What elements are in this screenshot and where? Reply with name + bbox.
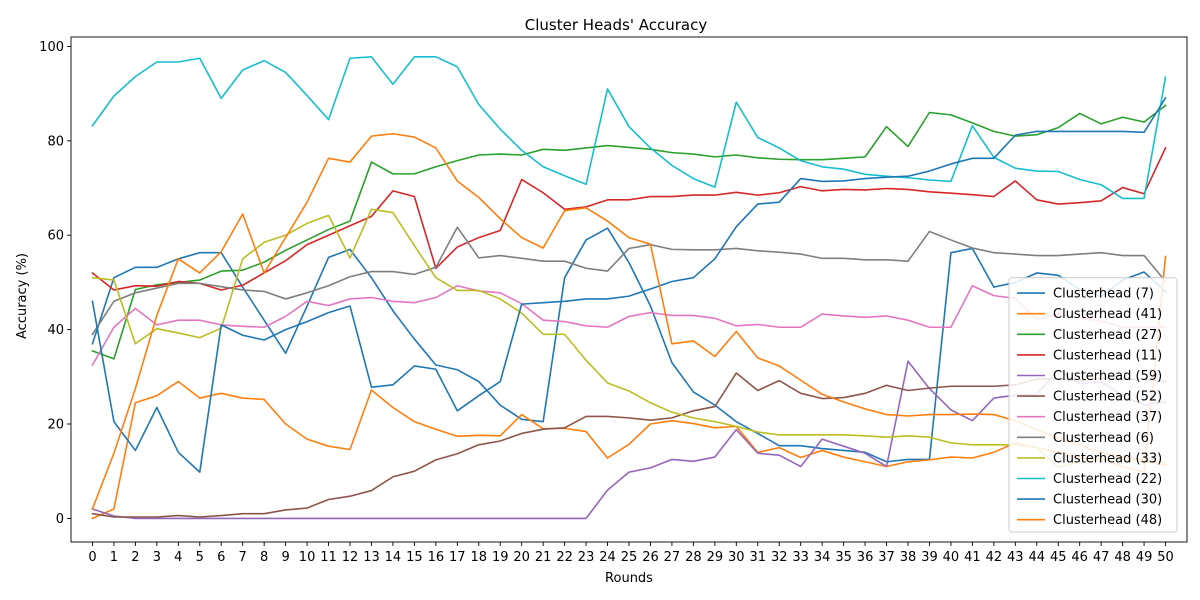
x-tick-label-50: 50 xyxy=(1157,550,1174,565)
x-axis-title: Rounds xyxy=(605,571,653,586)
x-tick-label-37: 37 xyxy=(878,550,895,565)
x-tick-label-47: 47 xyxy=(1093,550,1110,565)
x-tick-label-35: 35 xyxy=(835,550,852,565)
x-tick-label-32: 32 xyxy=(771,550,788,565)
x-tick-label-16: 16 xyxy=(428,550,445,565)
legend-box xyxy=(1008,277,1178,533)
x-tick-label-41: 41 xyxy=(964,550,981,565)
series-line-6 xyxy=(91,284,1167,367)
x-tick-label-30: 30 xyxy=(728,550,745,565)
series-line-5 xyxy=(91,372,1167,518)
x-tick-label-22: 22 xyxy=(556,550,573,565)
x-tick-label-21: 21 xyxy=(535,550,552,565)
y-axis-title: Accuracy (%) xyxy=(15,253,30,339)
x-tick-label-7: 7 xyxy=(239,550,247,565)
x-tick-label-39: 39 xyxy=(921,550,938,565)
x-tick-label-20: 20 xyxy=(513,550,530,565)
x-tick-label-31: 31 xyxy=(749,550,766,565)
x-tick-label-27: 27 xyxy=(664,550,681,565)
x-tick-label-25: 25 xyxy=(621,550,638,565)
legend-label-8: Clusterhead (33) xyxy=(1053,451,1162,466)
legend-label-7: Clusterhead (6) xyxy=(1053,431,1154,446)
legend-label-11: Clusterhead (48) xyxy=(1053,513,1162,528)
x-tick-label-13: 13 xyxy=(363,550,380,565)
legend-label-10: Clusterhead (30) xyxy=(1053,493,1162,508)
x-tick-label-17: 17 xyxy=(449,550,466,565)
x-tick-label-33: 33 xyxy=(792,550,809,565)
x-tick-label-12: 12 xyxy=(342,550,359,565)
y-tick-label-3: 60 xyxy=(47,229,64,244)
chart-title: Cluster Heads' Accuracy xyxy=(525,16,708,34)
legend: Clusterhead (7) Clusterhead (41) Clusterhe… xyxy=(1008,277,1178,533)
series-line-1 xyxy=(91,255,1167,520)
x-tick-label-43: 43 xyxy=(1007,550,1024,565)
legend-label-6: Clusterhead (37) xyxy=(1053,410,1162,425)
series-line-10 xyxy=(91,96,1167,473)
legend-label-1: Clusterhead (41) xyxy=(1053,307,1162,322)
series-line-7 xyxy=(91,226,1167,336)
x-tick-label-24: 24 xyxy=(599,550,616,565)
x-tick-label-46: 46 xyxy=(1071,550,1088,565)
x-tick-label-5: 5 xyxy=(196,550,204,565)
x-tick-label-19: 19 xyxy=(492,550,509,565)
x-tick-label-15: 15 xyxy=(406,550,423,565)
legend-label-5: Clusterhead (52) xyxy=(1053,390,1162,405)
x-tick-label-26: 26 xyxy=(642,550,659,565)
y-tick-label-2: 40 xyxy=(47,323,64,338)
legend-label-2: Clusterhead (27) xyxy=(1053,328,1162,343)
x-tick-label-23: 23 xyxy=(578,550,595,565)
x-tick-label-1: 1 xyxy=(110,550,118,565)
x-tick-label-34: 34 xyxy=(814,550,831,565)
legend-label-3: Clusterhead (11) xyxy=(1053,348,1162,363)
x-tick-label-14: 14 xyxy=(385,550,402,565)
x-tick-label-0: 0 xyxy=(88,550,96,565)
x-tick-label-11: 11 xyxy=(320,550,337,565)
y-tick-label-1: 20 xyxy=(47,418,64,433)
x-tick-label-44: 44 xyxy=(1028,550,1045,565)
x-tick-label-4: 4 xyxy=(174,550,182,565)
series-line-0 xyxy=(91,227,1167,463)
y-tick-label-5: 100 xyxy=(39,40,64,55)
x-tick-label-2: 2 xyxy=(131,550,139,565)
series-line-9 xyxy=(91,56,1167,200)
series-line-2 xyxy=(91,104,1167,360)
x-tick-label-45: 45 xyxy=(1050,550,1067,565)
x-tick-label-6: 6 xyxy=(217,550,225,565)
x-tick-label-49: 49 xyxy=(1136,550,1153,565)
x-tick-label-29: 29 xyxy=(707,550,724,565)
series-line-11 xyxy=(91,132,1167,510)
x-tick-label-9: 9 xyxy=(281,550,289,565)
y-tick-label-4: 80 xyxy=(47,134,64,149)
x-tick-label-36: 36 xyxy=(857,550,874,565)
x-tick-label-10: 10 xyxy=(299,550,316,565)
series-line-8 xyxy=(91,208,1167,469)
series-line-4 xyxy=(91,360,1167,520)
plot-area: 0 1 2 3 4 5 6 7 8 9 10 11 12 13 14 15 16 17 18 19 20 21 22 23 24… xyxy=(39,36,1188,565)
x-tick-label-8: 8 xyxy=(260,550,268,565)
x-tick-label-42: 42 xyxy=(986,550,1003,565)
legend-label-9: Clusterhead (22) xyxy=(1053,472,1162,487)
x-tick-label-18: 18 xyxy=(470,550,487,565)
legend-label-0: Clusterhead (7) xyxy=(1053,287,1154,302)
x-tick-label-28: 28 xyxy=(685,550,702,565)
legend-label-4: Clusterhead (59) xyxy=(1053,369,1162,384)
series-line-3 xyxy=(91,146,1167,291)
x-tick-label-38: 38 xyxy=(900,550,917,565)
x-tick-label-40: 40 xyxy=(943,550,960,565)
y-tick-label-0: 0 xyxy=(56,512,64,527)
x-tick-label-3: 3 xyxy=(153,550,161,565)
x-tick-label-48: 48 xyxy=(1114,550,1131,565)
